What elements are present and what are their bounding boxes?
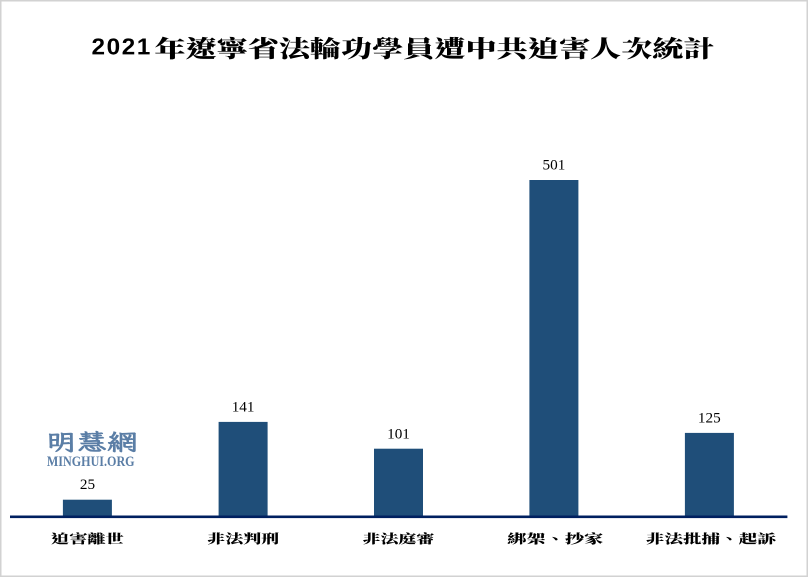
svg-text:25: 25 (80, 476, 95, 493)
svg-text:501: 501 (543, 156, 566, 173)
svg-text:141: 141 (232, 399, 255, 416)
svg-text:MINGHUI.ORG: MINGHUI.ORG (47, 454, 135, 470)
svg-text:101: 101 (387, 425, 410, 442)
svg-text:125: 125 (698, 410, 721, 427)
